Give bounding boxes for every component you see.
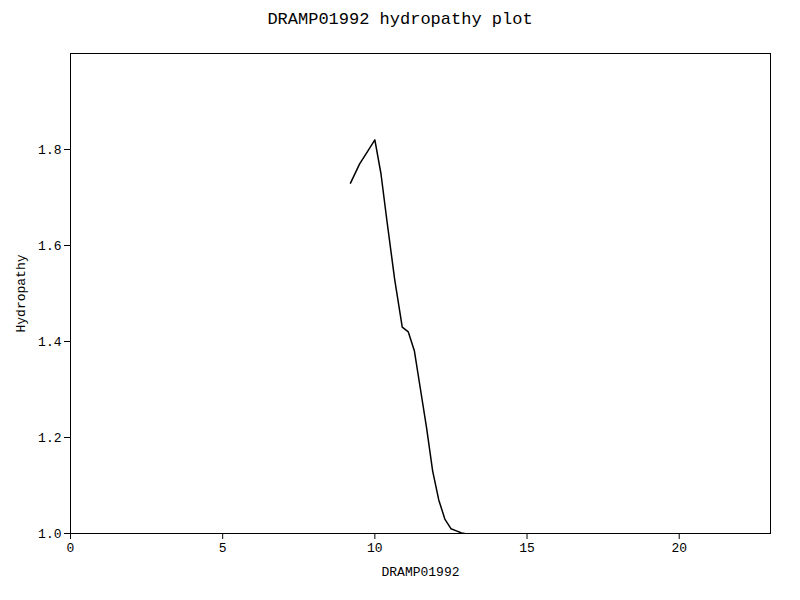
svg-text:20: 20 bbox=[671, 541, 687, 556]
svg-text:5: 5 bbox=[219, 541, 227, 556]
svg-text:1.8: 1.8 bbox=[38, 143, 61, 158]
svg-text:0: 0 bbox=[67, 541, 75, 556]
svg-text:1.0: 1.0 bbox=[38, 527, 61, 542]
svg-text:15: 15 bbox=[519, 541, 535, 556]
svg-text:10: 10 bbox=[367, 541, 383, 556]
svg-text:Hydropathy: Hydropathy bbox=[14, 254, 29, 332]
svg-text:DRAMP01992: DRAMP01992 bbox=[381, 565, 459, 580]
svg-text:1.2: 1.2 bbox=[38, 431, 61, 446]
html-text:DRAMP01992 hydropathy plot: DRAMP01992 hydropathy plot bbox=[267, 10, 533, 29]
svg-text:1.6: 1.6 bbox=[38, 239, 61, 254]
svg-text:1.4: 1.4 bbox=[38, 335, 62, 350]
